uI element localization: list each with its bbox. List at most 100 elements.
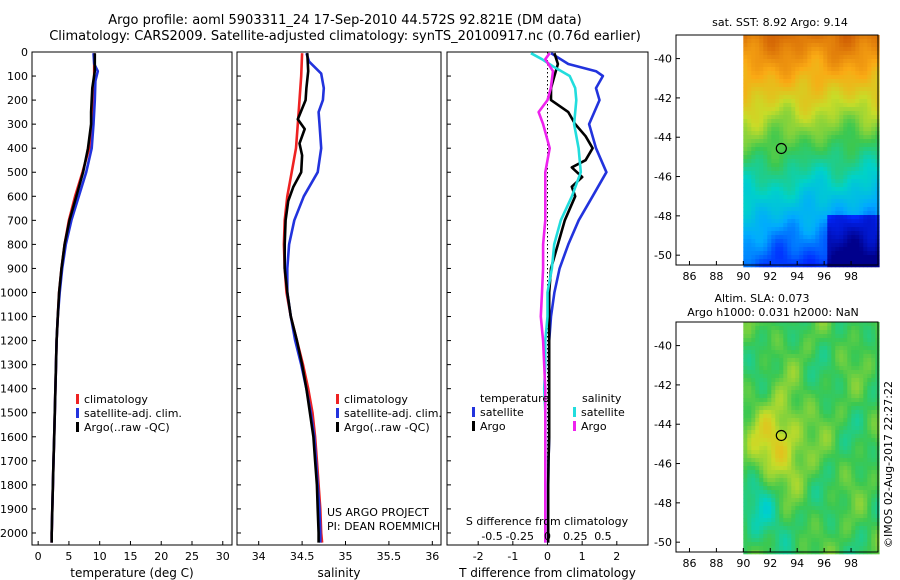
sst-map-cell — [863, 223, 868, 228]
sla-map-cell — [743, 462, 748, 467]
sla-map-cell — [863, 530, 868, 535]
sla-map-cell — [835, 398, 840, 403]
sla-map-cell — [847, 374, 852, 379]
sst-map-cell — [839, 67, 844, 72]
sst-map-cell — [819, 195, 824, 200]
sst-map-cell — [863, 167, 868, 172]
salinity-tick-label: 34.5 — [290, 550, 315, 563]
sst-map-cell — [835, 211, 840, 216]
sst-map-cell — [815, 159, 820, 164]
sla-map-cell — [823, 402, 828, 407]
sla-map-cell — [823, 358, 828, 363]
sla-map-cell — [795, 434, 800, 439]
sla-map-cell — [799, 522, 804, 527]
sst-map-cell — [811, 147, 816, 152]
sla-map-cell — [823, 458, 828, 463]
sst-map-cell — [799, 111, 804, 116]
sla-map-cell — [787, 366, 792, 371]
sst-map-cell — [799, 231, 804, 236]
sla-map-cell — [859, 518, 864, 523]
sst-map-cell — [867, 243, 872, 248]
sla-map-cell — [791, 538, 796, 543]
sla-map-cell — [811, 474, 816, 479]
sla-map-cell — [767, 430, 772, 435]
sst-map-cell — [827, 107, 832, 112]
sst-map-cell — [771, 131, 776, 136]
sla-map-cell — [847, 422, 852, 427]
sst-map-cell — [847, 227, 852, 232]
sst-map-cell — [851, 179, 856, 184]
sst-map-cell — [775, 43, 780, 48]
sst-map-cell — [851, 203, 856, 208]
sst-map-cell — [839, 119, 844, 124]
sla-map-cell — [783, 322, 788, 327]
sst-map-cell — [763, 79, 768, 84]
sla-map-cell — [827, 506, 832, 511]
sst-map-cell — [763, 155, 768, 160]
sst-map-cell — [771, 251, 776, 256]
sst-map-cell — [823, 63, 828, 68]
sst-map-cell — [787, 179, 792, 184]
sla-map-cell — [807, 442, 812, 447]
sst-map-cell — [859, 59, 864, 64]
sla-map-cell — [807, 502, 812, 507]
sla-map-cell — [823, 490, 828, 495]
sla-map-cell — [807, 534, 812, 539]
sst-map-cell — [867, 59, 872, 64]
sst-map-cell — [771, 175, 776, 180]
sst-map-cell — [843, 63, 848, 68]
sst-map-cell — [847, 143, 852, 148]
sst-map-cell — [835, 183, 840, 188]
sla-map-cell — [783, 470, 788, 475]
sla-map-cell — [791, 522, 796, 527]
sst-map-cell — [875, 179, 880, 184]
sst-map-cell — [811, 163, 816, 168]
sst-map-cell — [787, 139, 792, 144]
sst-map-cell — [783, 39, 788, 44]
sla-map-cell — [755, 478, 760, 483]
sst-map-cell — [787, 151, 792, 156]
sst-map-cell — [811, 123, 816, 128]
sst-map-cell — [779, 195, 784, 200]
sst-map-cell — [827, 139, 832, 144]
sst-map-cell — [855, 67, 860, 72]
sst-map-cell — [815, 103, 820, 108]
salinity-legend-swatch — [336, 394, 339, 404]
sst-map-cell — [867, 187, 872, 192]
sst-map-cell — [823, 247, 828, 252]
sla-map-cell — [803, 446, 808, 451]
sla-map-cell — [771, 414, 776, 419]
sst-map-cell — [755, 211, 760, 216]
sst-map-cell — [847, 95, 852, 100]
sla-map-cell — [771, 446, 776, 451]
sla-map-cell — [859, 450, 864, 455]
sla-map-cell — [819, 402, 824, 407]
sla-map-cell — [855, 546, 860, 551]
sla-map-cell — [875, 410, 880, 415]
sst-map-cell — [871, 151, 876, 156]
sla-map-cell — [835, 546, 840, 551]
sla-map-cell — [783, 358, 788, 363]
sst-map-cell — [759, 175, 764, 180]
sla-map-cell — [803, 462, 808, 467]
sst-map-cell — [859, 47, 864, 52]
sst-map-cell — [819, 139, 824, 144]
sst-map-cell — [811, 247, 816, 252]
sst-map-cell — [819, 147, 824, 152]
sla-map-cell — [771, 450, 776, 455]
sla-map-cell — [823, 362, 828, 367]
sst-map-cell — [747, 75, 752, 80]
sla-map-cell — [751, 462, 756, 467]
sst-map-cell — [847, 195, 852, 200]
sla-map-cell — [759, 482, 764, 487]
sla-map-cell — [763, 546, 768, 551]
sla-map-cell — [791, 402, 796, 407]
sst-map-cell — [835, 223, 840, 228]
sla-map-cell — [839, 522, 844, 527]
sst-map-cell — [747, 219, 752, 224]
sla-map-cell — [839, 346, 844, 351]
sst-map-cell — [783, 199, 788, 204]
sst-map-cell — [783, 151, 788, 156]
sla-map-cell — [875, 494, 880, 499]
sla-map-cell — [759, 514, 764, 519]
